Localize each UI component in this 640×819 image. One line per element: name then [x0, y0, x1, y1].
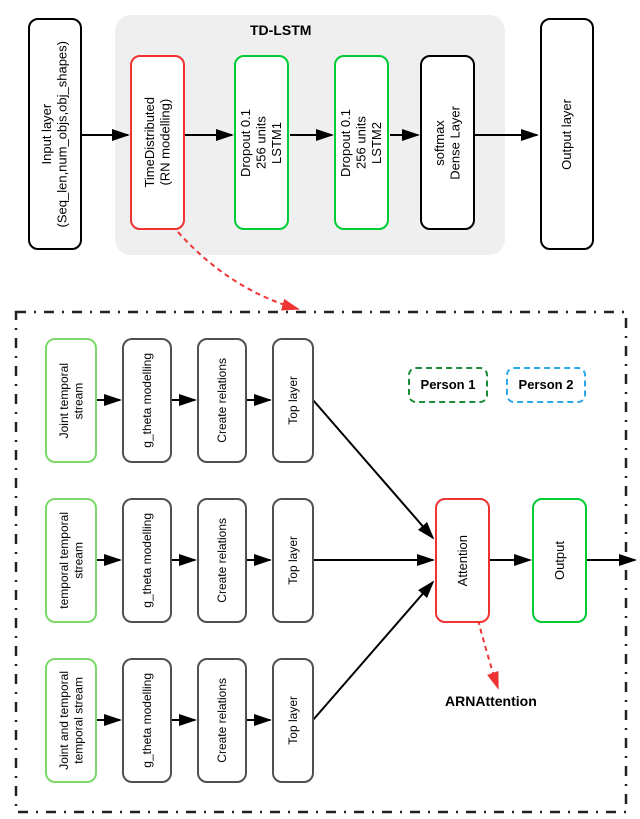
stream3-relations-box: Create relations	[197, 658, 247, 783]
stream3-gtheta-box: g_theta modelling	[122, 658, 172, 783]
stream1-relations-box: Create relations	[197, 338, 247, 463]
lstm2-label: Dropout 0.1 256 units LSTM2	[338, 109, 385, 177]
stream2-input-box: temporal temporal stream	[45, 498, 97, 623]
stream1-gtheta-label: g_theta modelling	[140, 353, 154, 448]
stream1-relations-label: Create relations	[215, 358, 229, 443]
stream2-relations-label: Create relations	[215, 518, 229, 603]
input-layer-box: Input layer (Seq_len,num_objs,obj_shapes…	[28, 18, 82, 250]
stream1-gtheta-box: g_theta modelling	[122, 338, 172, 463]
dense-label: softmax Dense Layer	[432, 106, 463, 180]
dense-box: softmax Dense Layer	[420, 55, 475, 230]
stream3-top-label: Top layer	[286, 696, 300, 745]
stream1-input-label: Joint temporal stream	[57, 363, 86, 438]
person2-legend-box: Person 2	[506, 367, 586, 403]
output-layer-label: Output layer	[559, 99, 575, 170]
person1-legend-box: Person 1	[408, 367, 488, 403]
stream2-relations-box: Create relations	[197, 498, 247, 623]
stream2-gtheta-label: g_theta modelling	[140, 513, 154, 608]
timedistributed-label: TimeDistributed (RN modelling)	[142, 97, 173, 188]
lstm2-box: Dropout 0.1 256 units LSTM2	[334, 55, 389, 230]
timedistributed-box: TimeDistributed (RN modelling)	[130, 55, 185, 230]
attention-box: Attention	[435, 498, 490, 623]
stream3-gtheta-label: g_theta modelling	[140, 673, 154, 768]
stream3-relations-label: Create relations	[215, 678, 229, 763]
lstm1-label: Dropout 0.1 256 units LSTM1	[238, 109, 285, 177]
lstm1-box: Dropout 0.1 256 units LSTM1	[234, 55, 289, 230]
attention-label: Attention	[455, 535, 471, 586]
person1-legend-label: Person 1	[421, 377, 476, 393]
arnattention-label: ARNAttention	[445, 693, 537, 709]
stream2-top-box: Top layer	[272, 498, 314, 623]
person2-legend-label: Person 2	[519, 377, 574, 393]
stream3-top-box: Top layer	[272, 658, 314, 783]
detail-output-box: Output	[532, 498, 587, 623]
stream3-input-label: Joint and temporal temporal stream	[57, 671, 86, 770]
stream3-input-box: Joint and temporal temporal stream	[45, 658, 97, 783]
stream2-top-label: Top layer	[286, 536, 300, 585]
diagram-root: Input layer (Seq_len,num_objs,obj_shapes…	[0, 0, 640, 819]
stream1-input-box: Joint temporal stream	[45, 338, 97, 463]
stream1-top-box: Top layer	[272, 338, 314, 463]
detail-output-label: Output	[552, 541, 568, 580]
input-layer-label: Input layer (Seq_len,num_objs,obj_shapes…	[39, 41, 70, 227]
stream2-input-label: temporal temporal stream	[57, 512, 86, 609]
stream2-gtheta-box: g_theta modelling	[122, 498, 172, 623]
output-layer-box: Output layer	[540, 18, 594, 250]
stream1-top-label: Top layer	[286, 376, 300, 425]
tdlstm-title: TD-LSTM	[250, 22, 311, 38]
